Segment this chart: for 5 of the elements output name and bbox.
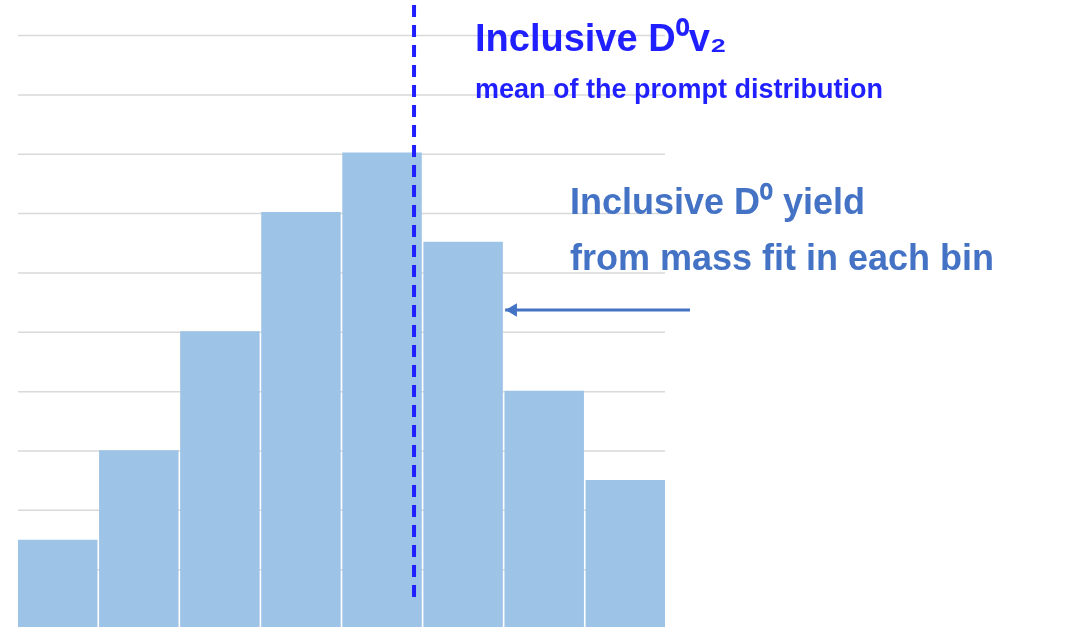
bar — [18, 539, 98, 627]
bar — [585, 480, 665, 627]
text: mean of the prompt distribution — [475, 74, 883, 104]
annotation: Inclusive D⁰ yield from mass fit in each bin — [570, 181, 995, 278]
text: Inclusive D⁰v₂ — [475, 17, 727, 59]
